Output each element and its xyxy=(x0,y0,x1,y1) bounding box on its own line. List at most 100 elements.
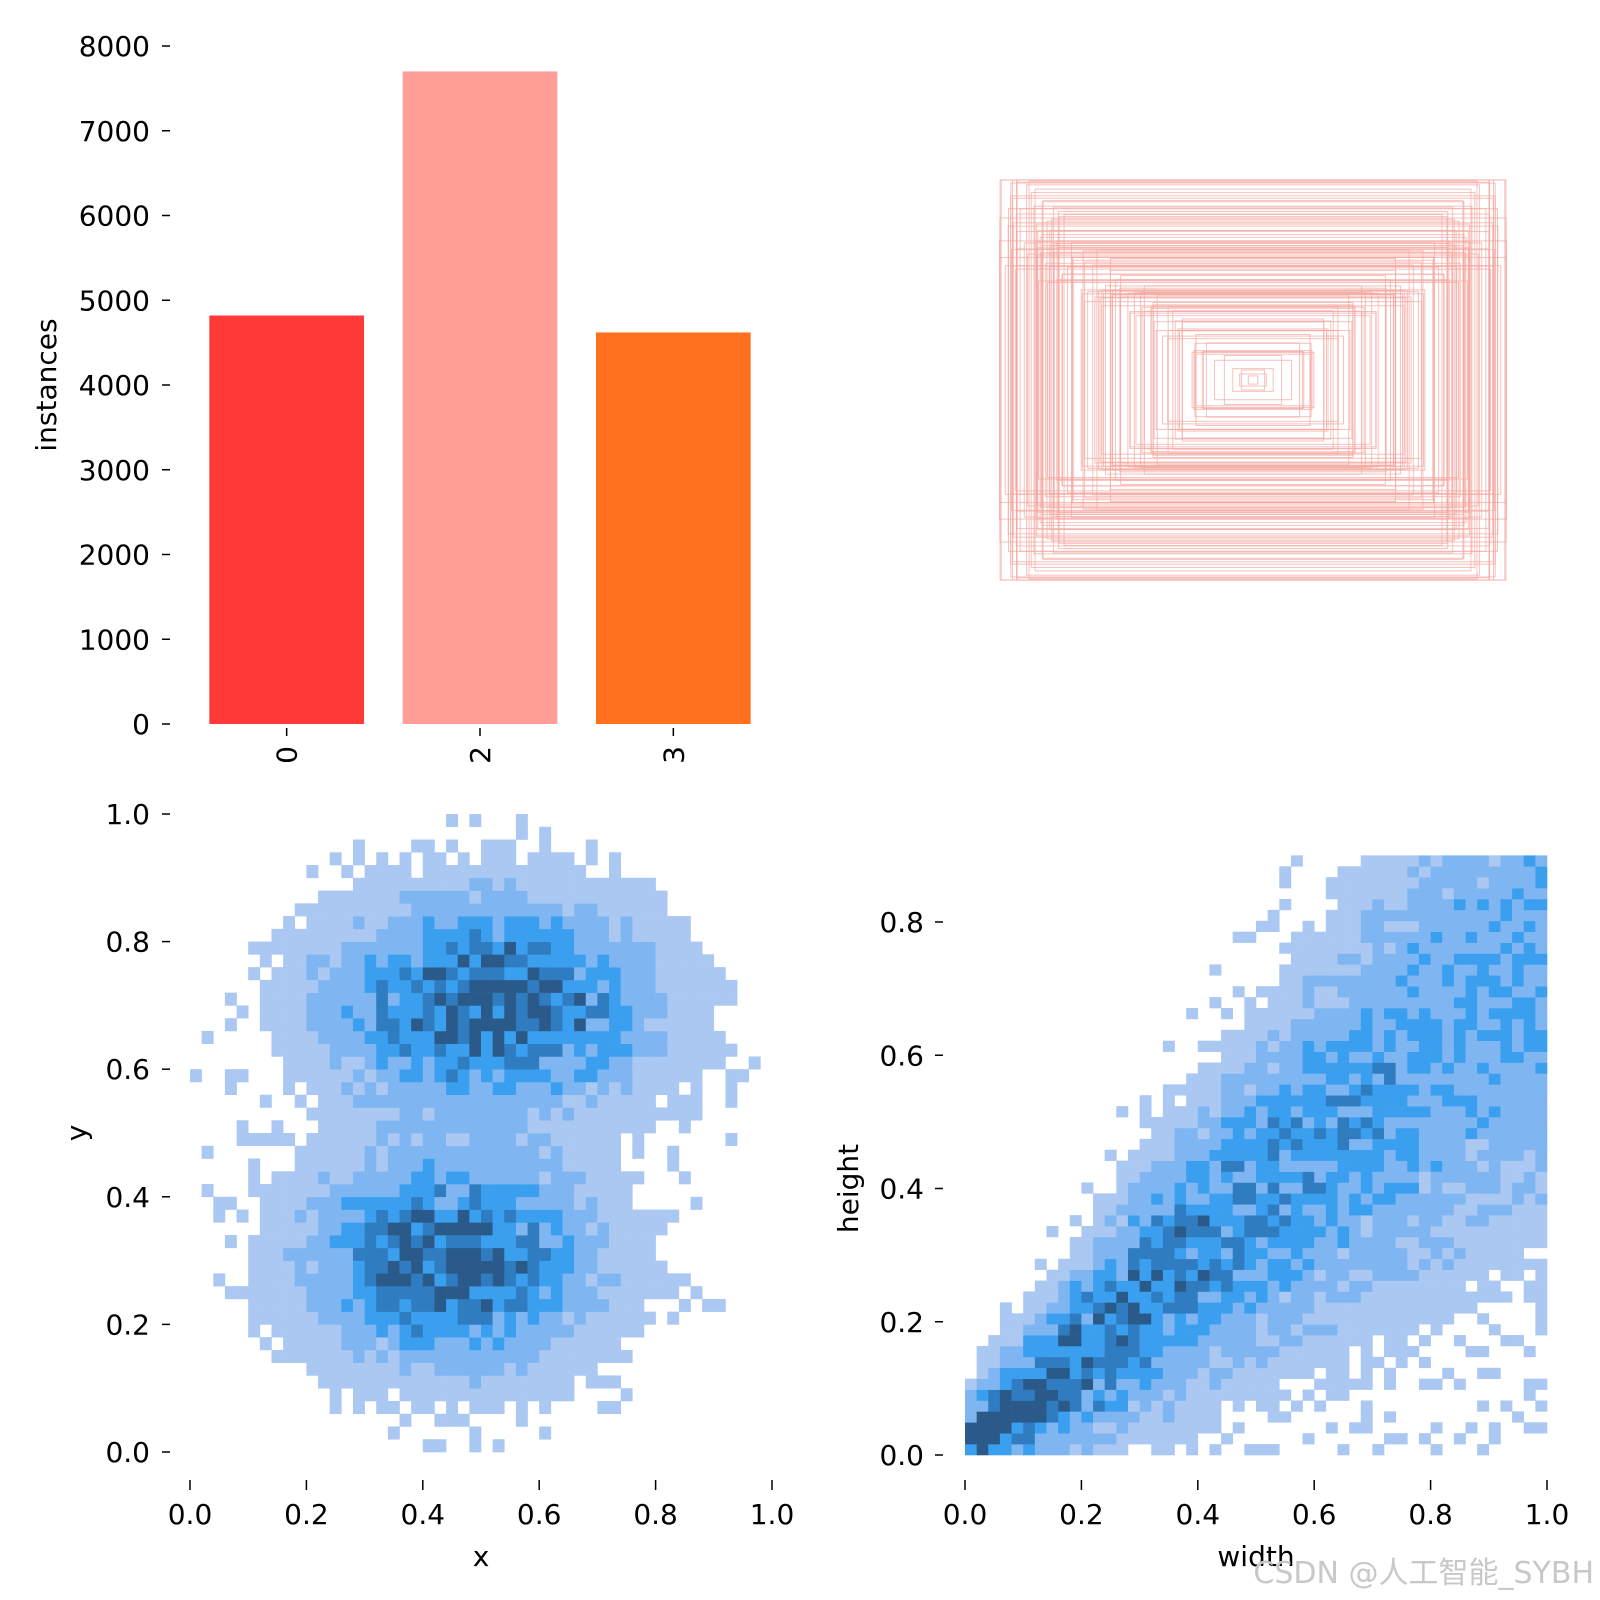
heatmap-cell xyxy=(364,1133,377,1147)
heatmap-cell xyxy=(988,1356,1001,1369)
heatmap-cell xyxy=(457,1413,470,1427)
heatmap-cell xyxy=(399,916,412,930)
heatmap-cell xyxy=(248,941,261,955)
heatmap-cell xyxy=(1407,920,1420,932)
heatmap-cell xyxy=(1500,1182,1513,1194)
heatmap-cell xyxy=(294,1145,307,1159)
bbox-outline xyxy=(1240,369,1266,391)
heatmap-cell xyxy=(318,1311,330,1325)
heatmap-cell xyxy=(1186,1182,1199,1194)
heatmap-cell xyxy=(713,1056,726,1070)
heatmap-cell xyxy=(1058,1324,1071,1336)
heatmap-cell xyxy=(399,941,412,955)
heatmap-cell xyxy=(1488,1106,1501,1118)
heatmap-cell xyxy=(702,979,715,993)
heatmap-cell xyxy=(306,1043,319,1057)
heatmap-cell xyxy=(376,1362,389,1376)
heatmap-cell xyxy=(492,1018,505,1032)
heatmap-cell xyxy=(492,941,505,955)
heatmap-cell xyxy=(1302,1051,1315,1063)
heatmap-cell xyxy=(1139,1291,1152,1303)
heatmap-cell xyxy=(1244,1215,1257,1227)
heatmap-cell xyxy=(643,1069,656,1083)
heatmap-cell xyxy=(1244,1236,1257,1249)
heatmap-cell xyxy=(352,1260,365,1274)
heatmap-cell xyxy=(1488,1029,1501,1042)
heatmap-cell xyxy=(655,1056,668,1070)
heatmap-cell xyxy=(283,1286,296,1300)
heatmap-cell xyxy=(1407,866,1420,878)
heatmap-cell xyxy=(1314,1280,1327,1292)
heatmap-cell xyxy=(422,865,435,879)
bbox-outline xyxy=(1195,334,1311,426)
heatmap-cell xyxy=(1209,1040,1222,1052)
heatmap-cell xyxy=(306,941,319,955)
heatmap-cell xyxy=(457,992,470,1006)
heatmap-cell xyxy=(399,1349,412,1363)
heatmap-cell xyxy=(306,1222,319,1236)
heatmap-cell xyxy=(434,992,447,1006)
heatmap-cell xyxy=(539,1145,552,1159)
heatmap-cell xyxy=(1302,1106,1315,1118)
heatmap-cell xyxy=(550,1286,563,1300)
heatmap-cell xyxy=(1523,1345,1536,1358)
heatmap-cell xyxy=(1523,1291,1536,1303)
heatmap-cell xyxy=(224,1069,237,1083)
heatmap-cell xyxy=(1337,1182,1350,1194)
heatmap-cell xyxy=(283,941,296,955)
heatmap-cell xyxy=(504,1286,517,1300)
heatmap-cell xyxy=(364,1107,377,1121)
heatmap-cell xyxy=(504,1196,517,1210)
heatmap-cell xyxy=(527,877,540,891)
heatmap-cell xyxy=(976,1367,989,1379)
heatmap-cell xyxy=(1244,1226,1257,1238)
heatmap-cell xyxy=(1325,1106,1338,1118)
heatmap-cell xyxy=(1477,1149,1490,1161)
heatmap-cell xyxy=(515,1069,528,1083)
heatmap-cell xyxy=(422,1337,435,1351)
heatmap-cell xyxy=(1302,953,1315,965)
heatmap-cell xyxy=(1127,1433,1140,1445)
heatmap-cell xyxy=(1209,1226,1222,1238)
heatmap-cell xyxy=(678,1094,691,1108)
heatmap-cell xyxy=(632,1171,645,1185)
bbox-outline xyxy=(1174,320,1332,440)
heatmap-cell xyxy=(1360,1215,1373,1227)
heatmap-cell xyxy=(411,1171,424,1185)
heatmap-cell xyxy=(457,1273,470,1287)
heatmap-cell xyxy=(702,992,715,1006)
heatmap-cell xyxy=(364,1235,377,1249)
heatmap-cell xyxy=(329,1094,342,1108)
heatmap-cell xyxy=(1512,1051,1525,1063)
heatmap-cell xyxy=(457,1209,470,1223)
heatmap-cell xyxy=(609,1247,621,1261)
heatmap-cell xyxy=(1093,1422,1105,1434)
heatmap-cell xyxy=(1465,920,1478,932)
heatmap-cell xyxy=(306,916,319,930)
heatmap-cell xyxy=(1314,1400,1327,1412)
heatmap-cell xyxy=(271,979,284,993)
heatmap-cell xyxy=(434,1311,447,1325)
heatmap-cell xyxy=(1372,1117,1385,1129)
heatmap-cell xyxy=(1256,1182,1268,1194)
heatmap-cell xyxy=(504,1349,517,1363)
heatmap-cell xyxy=(1395,1008,1408,1020)
heatmap-cell xyxy=(1302,1084,1315,1096)
heatmap-cell xyxy=(492,1388,505,1402)
heatmap-cell xyxy=(1512,1018,1525,1031)
heatmap-cell xyxy=(434,954,447,968)
heatmap-cell xyxy=(1349,1018,1362,1031)
heatmap-cell xyxy=(306,1184,319,1198)
heatmap-cell xyxy=(224,1235,237,1249)
heatmap-cell xyxy=(1325,1008,1338,1020)
heatmap-cell xyxy=(1232,1073,1245,1085)
heatmap-cell xyxy=(1384,1367,1396,1379)
heatmap-cell xyxy=(1442,1182,1455,1194)
heatmap-cell xyxy=(1221,1324,1234,1336)
heatmap-cell xyxy=(527,1018,540,1032)
heatmap-cell xyxy=(1186,1356,1199,1369)
heatmap-cell xyxy=(1349,1084,1362,1096)
bbox-outline xyxy=(1205,342,1301,418)
heatmap-cell xyxy=(457,1094,470,1108)
heatmap-cell xyxy=(1127,1324,1140,1336)
